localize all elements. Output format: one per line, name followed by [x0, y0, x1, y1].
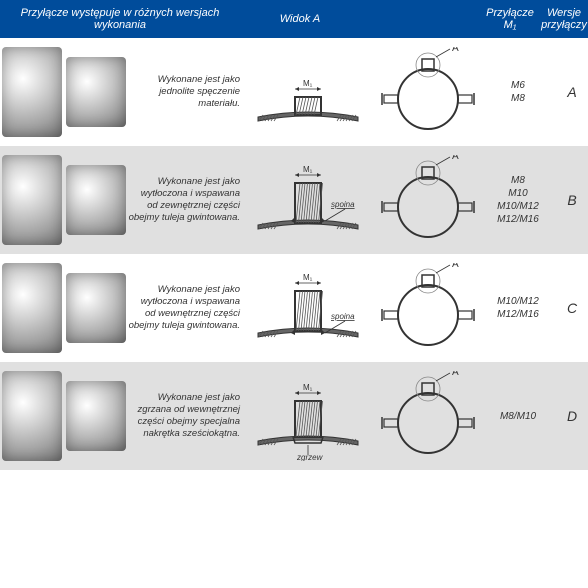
- cross-section-diagram: spoina M₁: [248, 155, 368, 245]
- row-sizes: M8/M10: [488, 410, 548, 423]
- header-connection-l1: Przyłącze: [480, 7, 540, 19]
- svg-text:A: A: [452, 263, 459, 270]
- cross-section-diagram: zgrzew M₁: [248, 371, 368, 461]
- table-row: Wykonane jest jako jednolite spęczenie m…: [0, 38, 588, 146]
- header-connection-l2: M₁: [480, 19, 540, 31]
- row-sizes: M6M8: [488, 79, 548, 105]
- row-description: Wykonane jest jako wytłoczona i wspawana…: [128, 284, 248, 332]
- side-view-diagram: A: [368, 263, 488, 353]
- header-version-l2: przyłączy: [540, 19, 588, 31]
- row-version: D: [548, 408, 588, 424]
- svg-text:M₁: M₁: [303, 273, 313, 282]
- table-row: Wykonane jest jako wytłoczona i wspawana…: [0, 146, 588, 254]
- svg-text:A: A: [452, 47, 459, 54]
- table-row: Wykonane jest jako wytłoczona i wspawana…: [0, 254, 588, 362]
- product-photo-left: [2, 155, 62, 245]
- row-version: A: [548, 84, 588, 100]
- row-version: C: [548, 300, 588, 316]
- table-row: Wykonane jest jako zgrzana od wewnętrzne…: [0, 362, 588, 470]
- row-version: B: [548, 192, 588, 208]
- product-photo-left: [2, 263, 62, 353]
- svg-text:zgrzew: zgrzew: [296, 453, 324, 461]
- side-view-diagram: A: [368, 47, 488, 137]
- svg-text:spoina: spoina: [331, 200, 355, 209]
- header-col-view: Widok A: [240, 13, 360, 25]
- cross-section-diagram: spoina M₁: [248, 263, 368, 353]
- svg-text:A: A: [452, 371, 459, 378]
- side-view-diagram: A: [368, 371, 488, 461]
- svg-text:spoina: spoina: [331, 312, 355, 321]
- svg-text:M₁: M₁: [303, 383, 313, 392]
- header-col-connection: Przyłącze M₁: [480, 7, 540, 31]
- svg-text:A: A: [452, 155, 459, 162]
- header-version-l1: Wersje: [540, 7, 588, 19]
- svg-text:M₁: M₁: [303, 165, 313, 174]
- row-sizes: M8M10M10/M12M12/M16: [488, 174, 548, 226]
- cross-section-diagram: M₁: [248, 47, 368, 137]
- product-photo-right: [66, 273, 126, 343]
- header-col-version: Wersje przyłączy: [540, 7, 588, 31]
- product-photo-left: [2, 47, 62, 137]
- table-header: Przyłącze występuje w różnych wersjach w…: [0, 0, 588, 38]
- side-view-diagram: A: [368, 155, 488, 245]
- product-photo-right: [66, 165, 126, 235]
- product-photo-left: [2, 371, 62, 461]
- product-photo-right: [66, 381, 126, 451]
- row-description: Wykonane jest jako zgrzana od wewnętrzne…: [128, 392, 248, 440]
- product-photo-right: [66, 57, 126, 127]
- header-col-description: Przyłącze występuje w różnych wersjach w…: [0, 7, 240, 31]
- row-description: Wykonane jest jako jednolite spęczenie m…: [128, 74, 248, 110]
- row-sizes: M10/M12M12/M16: [488, 295, 548, 321]
- table-body: Wykonane jest jako jednolite spęczenie m…: [0, 38, 588, 470]
- row-description: Wykonane jest jako wytłoczona i wspawana…: [128, 176, 248, 224]
- svg-text:M₁: M₁: [303, 79, 313, 88]
